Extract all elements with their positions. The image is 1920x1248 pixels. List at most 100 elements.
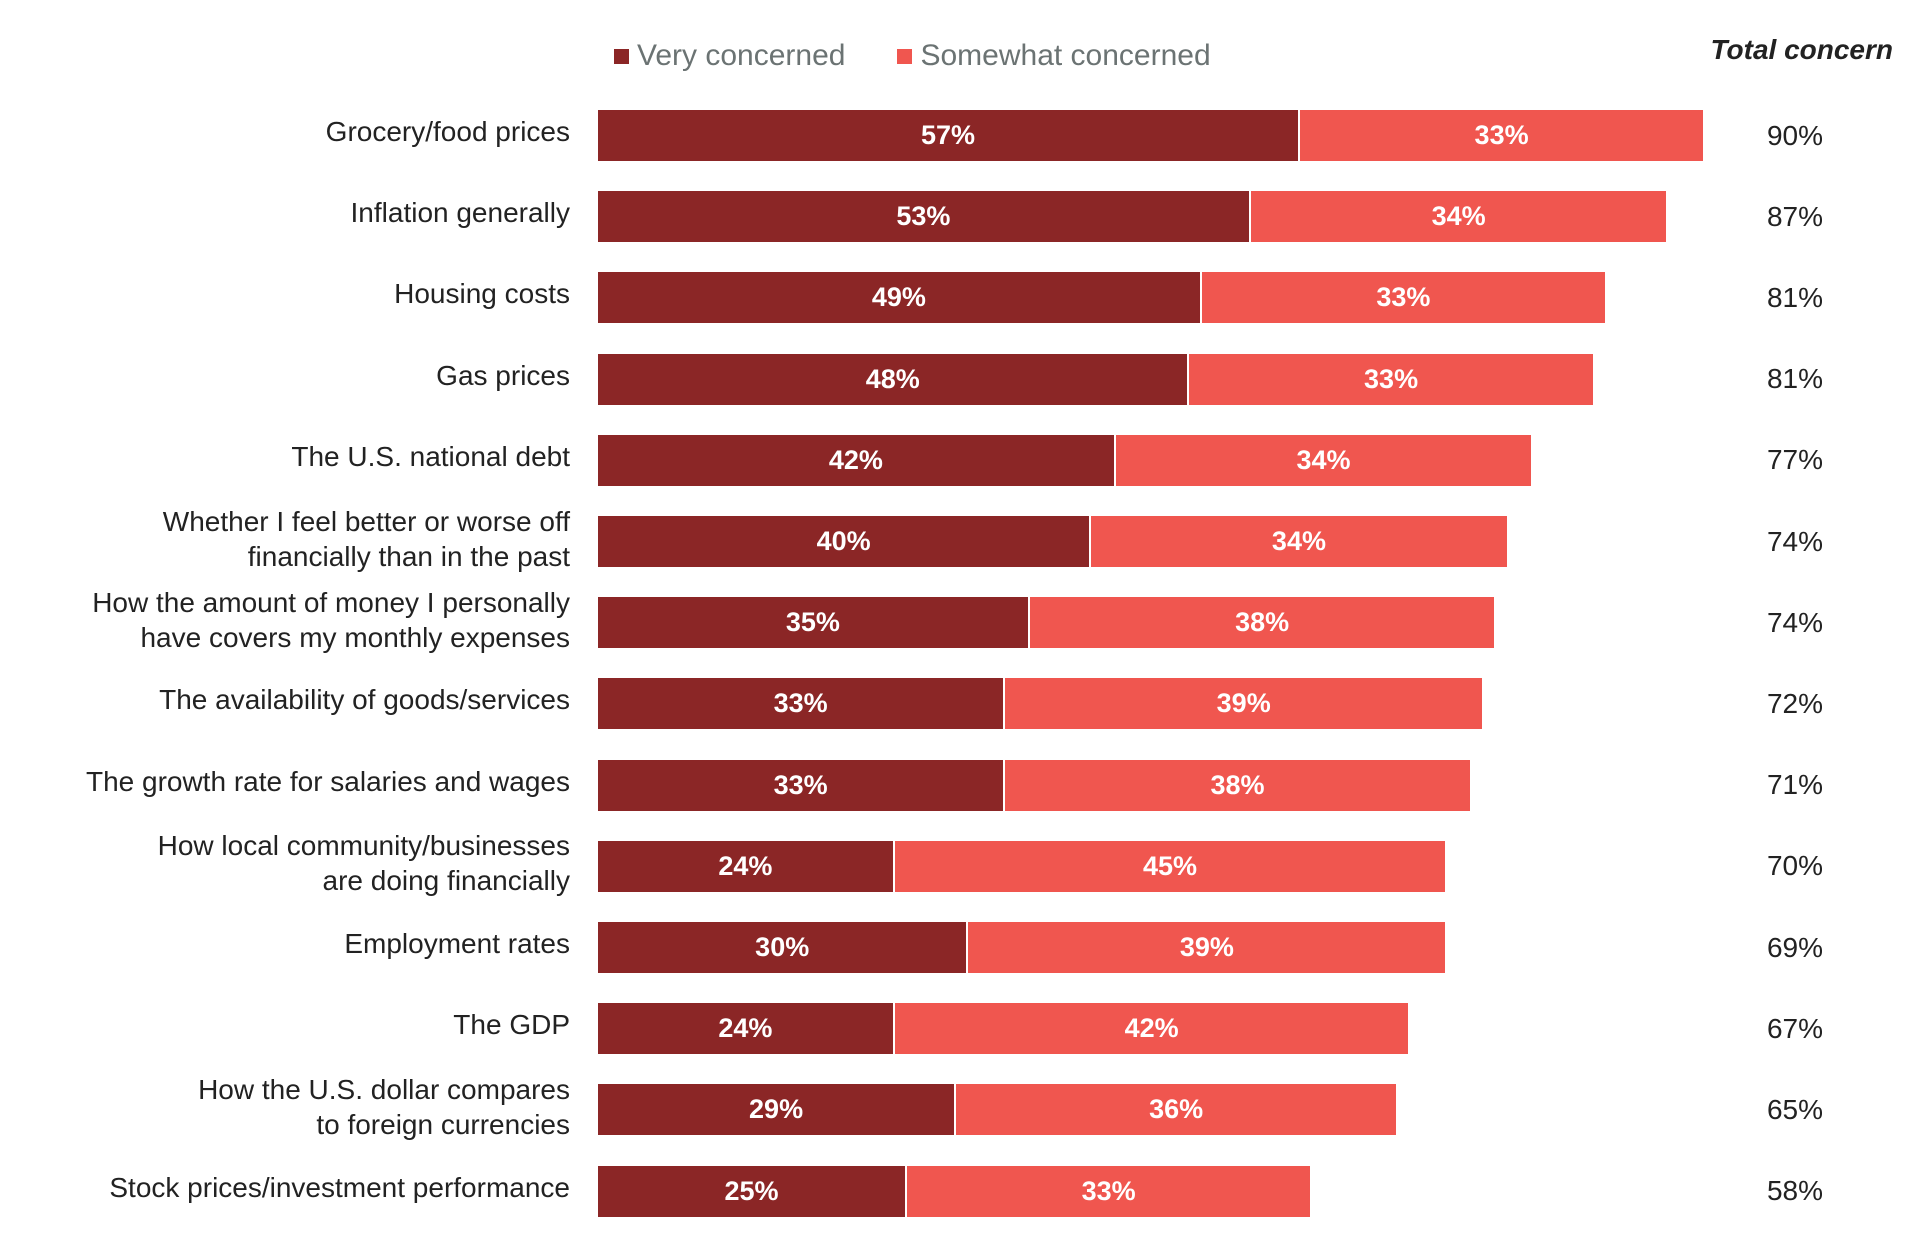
bar-value-label: 42% <box>828 444 883 475</box>
bar-value-label: 36% <box>1149 1094 1204 1125</box>
category-label-line: Whether I feel better or worse off <box>162 505 570 537</box>
legend-swatch-very-concerned <box>614 48 629 64</box>
total-concern-header: Total concern <box>1710 34 1893 65</box>
bar-value-label: 57% <box>920 120 975 150</box>
total-concern-value: 58% <box>1766 1175 1824 1207</box>
bar-value-label: 33% <box>1474 120 1529 150</box>
bar-value-label: 39% <box>1216 688 1271 719</box>
bar-value-label: 48% <box>865 363 920 394</box>
total-concern-value: 72% <box>1766 687 1824 719</box>
total-concern-value: 77% <box>1766 444 1824 476</box>
bar-value-label: 49% <box>871 282 926 313</box>
bar-somewhat-concerned: 38% <box>1005 759 1470 811</box>
total-concern-value: 81% <box>1766 281 1824 313</box>
total-concern-value: 67% <box>1766 1012 1824 1044</box>
bar-very-concerned: 29% <box>598 1084 955 1136</box>
bar-value-label: 33% <box>1081 1175 1136 1206</box>
bar-very-concerned: 48% <box>598 353 1188 405</box>
category-label-line: How the amount of money I personally <box>92 586 570 618</box>
total-concern-value: 71% <box>1766 769 1824 801</box>
bar-value-label: 29% <box>749 1094 804 1125</box>
bar-very-concerned: 33% <box>598 678 1004 730</box>
total-concern-value: 74% <box>1766 606 1824 638</box>
bar-somewhat-concerned: 33% <box>907 1165 1311 1217</box>
bar-value-label: 24% <box>718 850 773 881</box>
bar-value-label: 34% <box>1296 444 1351 475</box>
total-concern-value: 87% <box>1766 200 1824 232</box>
category-label-line: The availability of goods/services <box>159 684 570 716</box>
bar-very-concerned: 40% <box>598 516 1090 567</box>
bar-very-concerned: 53% <box>598 191 1249 243</box>
bar-very-concerned: 57% <box>598 110 1298 161</box>
bar-value-label: 39% <box>1179 932 1234 962</box>
category-label: Housing costs <box>394 276 570 311</box>
bar-somewhat-concerned: 34% <box>1250 191 1667 243</box>
total-concern-value: 65% <box>1766 1093 1824 1125</box>
category-label: Gas prices <box>436 358 570 393</box>
total-concern-value: 81% <box>1766 363 1824 395</box>
bar-somewhat-concerned: 36% <box>956 1084 1397 1136</box>
bar-somewhat-concerned: 34% <box>1091 516 1507 567</box>
bar-value-label: 35% <box>785 607 840 638</box>
category-label-line: have covers my monthly expenses <box>140 621 570 653</box>
bar-very-concerned: 30% <box>598 922 967 973</box>
bar-value-label: 33% <box>773 769 828 800</box>
total-concern-value: 69% <box>1766 931 1824 963</box>
bar-somewhat-concerned: 33% <box>1299 110 1704 161</box>
bar-value-label: 33% <box>1376 282 1431 313</box>
category-label: The GDP <box>453 1007 570 1042</box>
category-label-line: Gas prices <box>436 359 570 391</box>
bar-value-label: 24% <box>718 1013 773 1044</box>
bar-somewhat-concerned: 33% <box>1201 272 1605 324</box>
bar-value-label: 38% <box>1210 769 1265 800</box>
bar-somewhat-concerned: 42% <box>894 1003 1409 1055</box>
bar-somewhat-concerned: 33% <box>1189 353 1593 405</box>
bar-very-concerned: 42% <box>598 434 1114 486</box>
legend-swatch-somewhat-concerned <box>897 48 913 64</box>
bar-value-label: 30% <box>755 932 810 962</box>
bar-value-label: 38% <box>1235 607 1290 638</box>
category-label-line: Employment rates <box>344 928 570 959</box>
legend-label-very-concerned: Very concerned <box>637 39 846 72</box>
bar-value-label: 40% <box>816 526 871 556</box>
total-concern-value: 74% <box>1766 525 1824 557</box>
bar-value-label: 34% <box>1431 201 1486 232</box>
bar-somewhat-concerned: 34% <box>1115 434 1532 486</box>
category-label-line: Stock prices/investment performance <box>109 1171 570 1203</box>
category-label: The U.S. national debt <box>291 439 570 474</box>
bar-somewhat-concerned: 38% <box>1029 597 1495 649</box>
bar-somewhat-concerned: 39% <box>968 922 1446 973</box>
category-label: How the amount of money I personally have… <box>92 585 570 655</box>
bar-value-label: 34% <box>1271 526 1326 556</box>
category-label-line: Grocery/food prices <box>325 116 570 147</box>
category-label: Whether I feel better or worse off financ… <box>163 504 570 574</box>
category-label-line: The U.S. national debt <box>291 440 570 472</box>
bar-very-concerned: 35% <box>598 597 1028 649</box>
total-concern-value: 70% <box>1766 850 1824 882</box>
category-label-line: The growth rate for salaries and wages <box>85 765 570 797</box>
category-label: Stock prices/investment performance <box>109 1170 570 1205</box>
bar-value-label: 33% <box>1364 363 1419 394</box>
legend-item-very-concerned: Very concerned <box>614 39 845 73</box>
bar-value-label: 25% <box>724 1175 779 1206</box>
bar-somewhat-concerned: 45% <box>894 840 1446 892</box>
category-label-line: financially than in the past <box>247 540 570 572</box>
legend-label-somewhat-concerned: Somewhat concerned <box>920 39 1211 72</box>
legend-item-somewhat-concerned: Somewhat concerned <box>897 39 1211 73</box>
category-label: Employment rates <box>344 926 570 961</box>
category-label: Inflation generally <box>351 195 570 230</box>
category-label-line: Housing costs <box>394 278 570 310</box>
category-label: Grocery/food prices <box>326 114 570 149</box>
category-label-line: Inflation generally <box>350 197 570 229</box>
bar-value-label: 53% <box>896 201 951 232</box>
category-label: How local community/businesses are doing … <box>158 828 570 898</box>
category-label-line: How the U.S. dollar compares <box>198 1073 570 1105</box>
category-label-line: The GDP <box>453 1009 570 1041</box>
category-label: The availability of goods/services <box>159 682 570 717</box>
category-label-line: are doing financially <box>322 865 571 897</box>
legend: Very concerned Somewhat concerned <box>614 36 1263 76</box>
bar-very-concerned: 33% <box>598 759 1004 811</box>
total-concern-value: 90% <box>1766 119 1824 151</box>
bar-somewhat-concerned: 39% <box>1005 678 1483 730</box>
